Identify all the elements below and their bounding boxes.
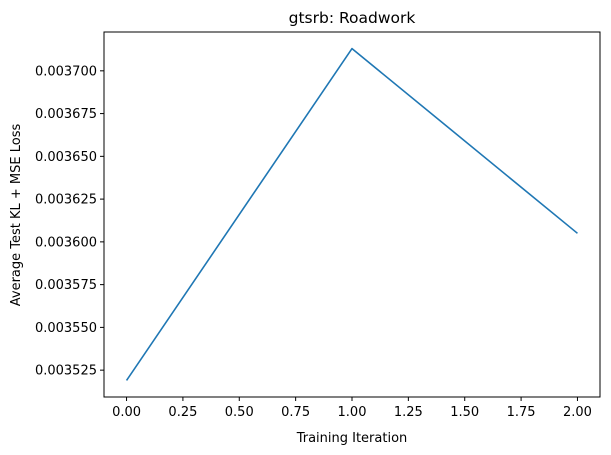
y-axis: 0.003525 0.003550 0.003575 0.003600 0.003625… (35, 64, 104, 379)
y-axis-label: Average Test KL + MSE Loss (9, 124, 24, 307)
y-tick-label: 0.003550 (35, 321, 97, 336)
x-tick-label: 0.50 (225, 405, 254, 420)
x-axis: 0.00 0.25 0.50 0.75 1.00 1.25 1.50 1.75 2.00 (112, 397, 592, 420)
y-tick-label: 0.003700 (35, 64, 97, 79)
x-tick-label: 0.00 (112, 405, 141, 420)
series-line-0 (125, 47, 578, 381)
y-tick-label: 0.003575 (35, 278, 97, 293)
line-layer (125, 47, 578, 381)
y-tick-label: 0.003675 (35, 107, 97, 122)
x-tick-label: 1.75 (507, 405, 536, 420)
chart-title: gtsrb: Roadwork (289, 9, 416, 27)
x-tick-label: 1.50 (450, 405, 479, 420)
x-tick-label: 0.25 (168, 405, 197, 420)
x-tick-label: 1.25 (394, 405, 423, 420)
y-tick-label: 0.003525 (35, 364, 97, 379)
plot-frame (103, 31, 601, 398)
y-tick-label: 0.003650 (35, 150, 97, 165)
y-tick-label: 0.003600 (35, 235, 97, 250)
x-tick-label: 1.00 (338, 405, 367, 420)
y-tick-label: 0.003625 (35, 193, 97, 208)
x-tick-label: 0.75 (281, 405, 310, 420)
x-tick-label: 2.00 (563, 405, 592, 420)
x-axis-label: Training Iteration (296, 431, 408, 446)
plot-area (103, 31, 601, 398)
